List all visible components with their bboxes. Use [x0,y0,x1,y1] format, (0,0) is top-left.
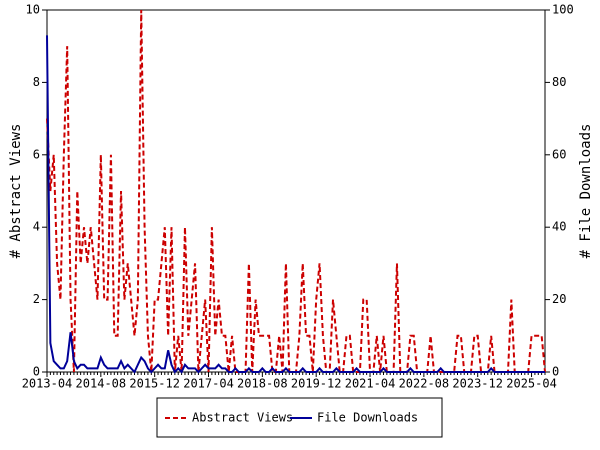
y-tick-label: 8 [33,75,40,89]
y-tick-label: 4 [33,220,40,234]
y-tick-label: 10 [26,3,40,17]
y2-tick-label: 60 [552,147,566,161]
x-tick-label: 2025-04 [506,377,557,391]
data-line [46,35,545,374]
y2-tick-label: 20 [552,292,566,306]
legend-label: File Downloads [317,411,418,425]
x-tick-label: 2018-08 [237,377,288,391]
x-tick-label: 2021-04 [345,377,396,391]
y2-axis-title: # File Downloads [578,124,594,259]
x-tick-label: 2019-12 [291,377,342,391]
x-tick-label: 2022-08 [399,377,450,391]
y-tick-label: 2 [33,292,40,306]
legend-label: Abstract Views [192,411,293,425]
y2-tick-label: 40 [552,220,566,234]
x-tick-label: 2015-12 [129,377,180,391]
y2-tick-label: 100 [552,3,574,17]
y2-tick-label: 80 [552,75,566,89]
legend-box [156,397,443,438]
x-tick-label: 2017-04 [183,377,234,391]
y-tick-label: 6 [33,147,40,161]
y-axis-title: # Abstract Views [8,124,24,259]
y-tick-label: 0 [33,365,40,379]
x-tick-label: 2013-04 [22,377,73,391]
y2-tick-label: 0 [552,365,559,379]
x-tick-label: 2023-12 [452,377,503,391]
data-line [46,9,546,373]
x-tick-label: 2014-08 [76,377,127,391]
